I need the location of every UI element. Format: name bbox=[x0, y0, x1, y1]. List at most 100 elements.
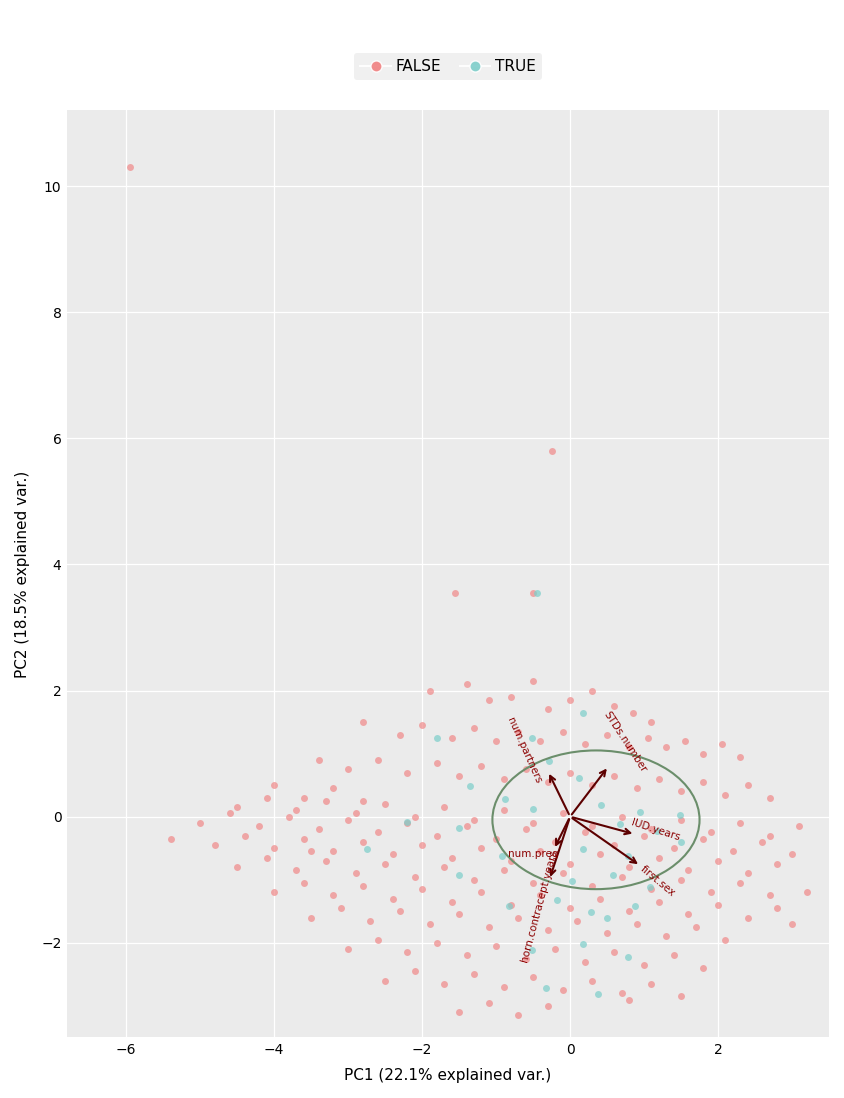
Point bbox=[630, 780, 643, 797]
Point bbox=[504, 688, 517, 706]
Point bbox=[445, 849, 458, 866]
Point bbox=[356, 714, 370, 731]
Point bbox=[682, 906, 695, 923]
Point bbox=[606, 866, 619, 884]
Point bbox=[785, 845, 798, 863]
Point bbox=[667, 946, 680, 964]
Point bbox=[578, 736, 592, 753]
Point bbox=[468, 871, 481, 888]
Point bbox=[260, 849, 273, 866]
Point bbox=[550, 892, 564, 909]
Point bbox=[793, 817, 806, 834]
Point bbox=[637, 827, 651, 844]
Point bbox=[556, 864, 570, 882]
Point bbox=[637, 956, 651, 974]
Point bbox=[741, 909, 755, 927]
Point bbox=[252, 817, 266, 834]
Point bbox=[696, 960, 710, 977]
Legend: FALSE, TRUE: FALSE, TRUE bbox=[354, 53, 542, 80]
Point bbox=[674, 833, 688, 851]
Point bbox=[549, 940, 562, 957]
Point bbox=[586, 776, 599, 794]
Point bbox=[268, 884, 281, 901]
Point bbox=[327, 887, 340, 905]
Point bbox=[408, 962, 421, 979]
Point bbox=[645, 975, 658, 993]
Point bbox=[539, 979, 553, 997]
Point bbox=[800, 884, 814, 901]
Point bbox=[563, 764, 576, 782]
Point bbox=[311, 751, 325, 769]
Point bbox=[563, 855, 576, 873]
Point bbox=[763, 887, 776, 905]
Point bbox=[704, 884, 717, 901]
Point bbox=[576, 935, 590, 953]
Point bbox=[711, 896, 725, 914]
Point bbox=[497, 802, 511, 819]
Point bbox=[563, 692, 576, 709]
Point bbox=[659, 928, 673, 945]
Point bbox=[519, 820, 533, 838]
Point bbox=[371, 931, 385, 949]
Point bbox=[327, 780, 340, 797]
Point bbox=[696, 773, 710, 791]
Point bbox=[393, 726, 407, 743]
Point bbox=[541, 921, 555, 939]
Point bbox=[541, 701, 555, 718]
Point bbox=[371, 824, 385, 841]
Point bbox=[771, 899, 784, 917]
Point bbox=[711, 852, 725, 870]
Text: horn.contracept.years: horn.contracept.years bbox=[519, 849, 559, 963]
Point bbox=[682, 862, 695, 879]
Point bbox=[415, 881, 429, 898]
Point bbox=[527, 968, 540, 986]
Point bbox=[423, 682, 436, 699]
Point bbox=[527, 584, 540, 602]
Point bbox=[626, 704, 640, 721]
Point bbox=[393, 903, 407, 920]
X-axis label: PC1 (22.1% explained var.): PC1 (22.1% explained var.) bbox=[344, 1068, 552, 1083]
Point bbox=[452, 819, 466, 837]
Point bbox=[719, 931, 733, 949]
Point bbox=[621, 948, 635, 965]
Point bbox=[615, 808, 629, 826]
Point bbox=[503, 897, 517, 915]
Point bbox=[474, 839, 488, 856]
Point bbox=[645, 714, 658, 731]
Point bbox=[715, 736, 728, 753]
Point bbox=[319, 792, 333, 809]
Point bbox=[545, 442, 559, 460]
Point bbox=[342, 811, 355, 829]
Point bbox=[556, 722, 570, 740]
Point bbox=[386, 845, 399, 863]
Point bbox=[586, 682, 599, 699]
Point bbox=[578, 953, 592, 971]
Point bbox=[533, 887, 547, 905]
Point bbox=[430, 934, 444, 952]
Point bbox=[571, 912, 584, 930]
Point bbox=[415, 837, 429, 854]
Point bbox=[401, 815, 414, 832]
Point bbox=[401, 943, 414, 961]
Point bbox=[305, 909, 318, 927]
Point bbox=[726, 842, 739, 860]
Point bbox=[497, 770, 511, 787]
Point bbox=[504, 896, 517, 914]
Point bbox=[356, 833, 370, 851]
Point bbox=[364, 912, 377, 930]
Point bbox=[621, 847, 635, 864]
Text: num.preg: num.preg bbox=[508, 850, 559, 860]
Point bbox=[297, 830, 311, 848]
Point bbox=[519, 950, 533, 967]
Point bbox=[533, 842, 547, 860]
Point bbox=[586, 972, 599, 989]
Point bbox=[349, 864, 362, 882]
Point bbox=[593, 889, 607, 907]
Point bbox=[386, 889, 399, 907]
Point bbox=[408, 867, 421, 885]
Point bbox=[651, 821, 664, 839]
Point bbox=[452, 766, 466, 784]
Point bbox=[378, 795, 392, 813]
Point bbox=[674, 987, 688, 1005]
Point bbox=[519, 761, 533, 778]
